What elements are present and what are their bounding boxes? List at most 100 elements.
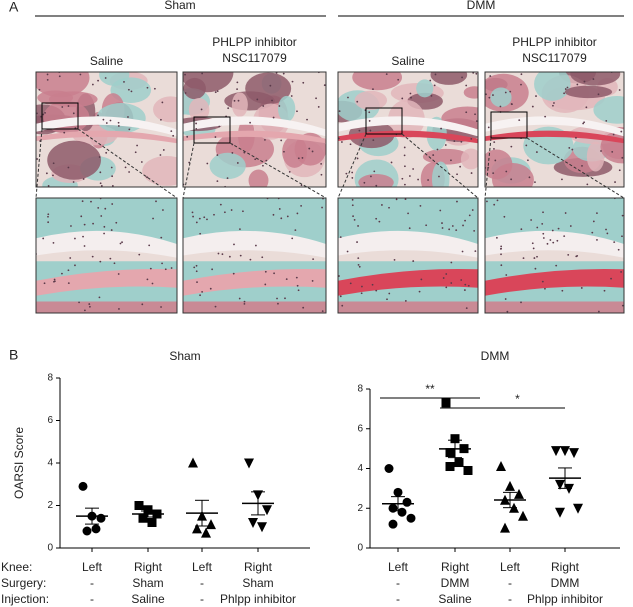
cell — [361, 285, 363, 288]
cell — [160, 306, 162, 308]
cell — [356, 157, 359, 160]
cell — [321, 310, 324, 313]
data-point — [257, 522, 267, 533]
cell — [218, 125, 221, 128]
cell — [456, 200, 458, 203]
surgery-label: - — [396, 576, 400, 590]
cell — [592, 220, 595, 223]
cell — [535, 95, 537, 97]
cell — [409, 92, 412, 95]
tissue — [490, 87, 512, 108]
tissue — [422, 148, 470, 165]
cell — [232, 272, 235, 275]
cell — [518, 119, 521, 122]
data-point — [78, 481, 88, 491]
cell — [261, 256, 264, 259]
cell — [338, 110, 341, 113]
cell — [504, 298, 507, 300]
cell — [613, 241, 616, 244]
cell — [459, 165, 462, 168]
cell — [89, 305, 91, 308]
cell — [276, 297, 278, 300]
cell — [269, 84, 272, 87]
cell — [236, 162, 239, 164]
cell — [378, 220, 381, 223]
cell — [525, 144, 528, 147]
cell — [610, 277, 612, 280]
cell — [536, 226, 539, 229]
cell — [495, 236, 498, 239]
cell — [388, 206, 390, 209]
cell — [461, 250, 464, 253]
cell — [450, 159, 452, 162]
cell — [505, 274, 508, 276]
row-label: Surgery: — [1, 576, 46, 590]
cell — [544, 287, 546, 290]
data-point — [248, 518, 258, 528]
cell — [217, 252, 220, 255]
tissue — [209, 152, 246, 180]
cell — [317, 106, 320, 108]
category-label: Left — [192, 560, 213, 574]
cell — [161, 101, 164, 104]
y-tick-label: 6 — [47, 415, 53, 426]
cell — [265, 159, 268, 162]
cell — [368, 111, 371, 114]
subchondral — [36, 301, 177, 313]
cell — [510, 145, 513, 148]
cell — [186, 135, 189, 138]
data-point — [143, 505, 153, 515]
cell — [164, 268, 167, 271]
cell — [618, 169, 621, 172]
cell — [390, 161, 393, 164]
cell — [453, 140, 456, 142]
cell — [302, 81, 305, 84]
cell — [249, 258, 252, 261]
cell — [203, 216, 206, 219]
cell — [611, 151, 614, 153]
cell — [128, 128, 131, 131]
cell — [134, 151, 137, 154]
cell — [492, 172, 495, 175]
cell — [118, 308, 120, 310]
cell — [162, 209, 164, 211]
cell — [408, 227, 411, 230]
cell — [43, 282, 46, 285]
data-point — [518, 510, 528, 521]
cell — [238, 297, 241, 300]
cell — [544, 115, 547, 118]
data-point — [393, 487, 403, 497]
cell — [321, 206, 323, 209]
cell — [493, 147, 495, 150]
cell — [404, 165, 406, 168]
cell — [81, 200, 84, 203]
data-point — [244, 458, 254, 469]
cell — [620, 271, 622, 273]
y-tick-label: 2 — [47, 500, 53, 511]
cell — [393, 258, 396, 261]
cell — [82, 235, 84, 238]
cell — [272, 116, 275, 119]
cell — [369, 129, 372, 132]
cell — [496, 199, 499, 202]
category-label: Right — [244, 560, 273, 574]
cell — [170, 130, 173, 133]
cell — [576, 83, 579, 86]
cell — [146, 86, 149, 89]
cell — [192, 215, 194, 218]
data-point — [147, 518, 157, 527]
data-point — [138, 513, 148, 523]
histology-image — [485, 72, 624, 187]
data-point — [82, 526, 92, 536]
y-axis-label: OARSI Score — [12, 427, 26, 499]
histology-image — [36, 198, 177, 313]
cell — [312, 258, 315, 260]
cell — [401, 177, 404, 180]
cell — [255, 244, 257, 247]
cell — [284, 297, 286, 300]
cell — [214, 136, 217, 138]
tissue — [460, 148, 478, 170]
cell — [102, 118, 105, 121]
cell — [368, 120, 371, 122]
